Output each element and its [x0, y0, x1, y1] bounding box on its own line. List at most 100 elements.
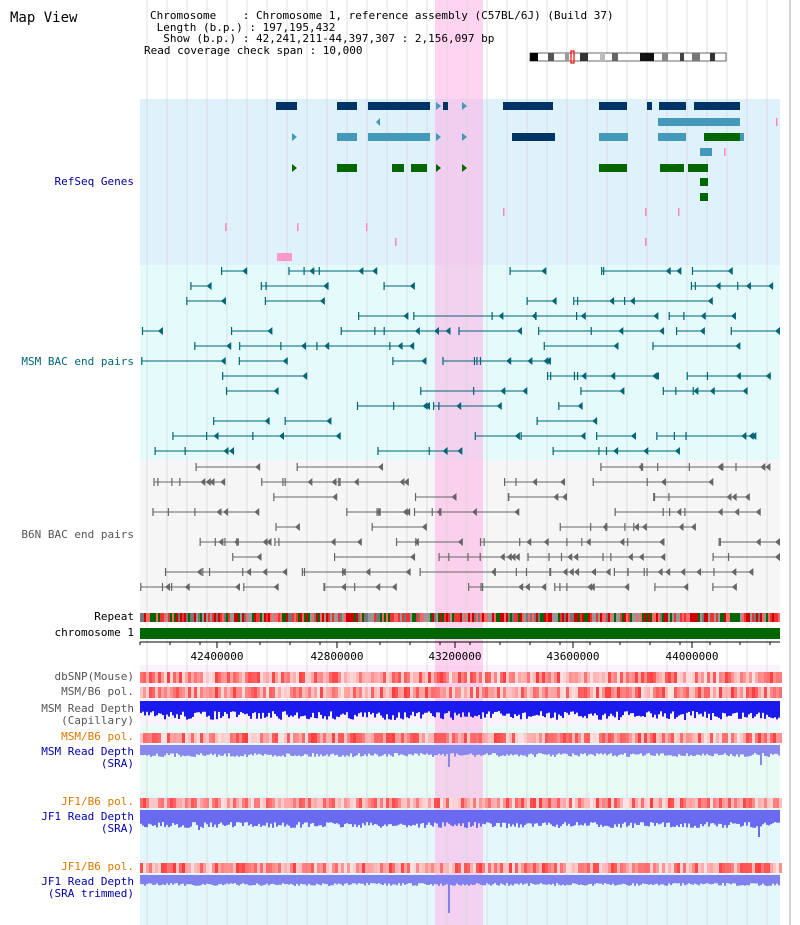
jf1-sra-depth: [652, 810, 654, 823]
msm-sra-depth: [196, 745, 198, 755]
jf1-pol2-strip: [428, 863, 431, 873]
msm-bac-end: [372, 267, 378, 275]
msm-sra-depth: [710, 745, 712, 756]
msm-pol2-strip: [275, 733, 278, 743]
jf1-pol-strip: [176, 798, 179, 808]
msm-capillary-depth: [496, 701, 498, 712]
jf1-sra-depth: [176, 810, 178, 825]
msm-bac-end: [206, 282, 212, 290]
msm-sra-depth: [640, 745, 642, 754]
msm-pol-strip: [167, 687, 170, 698]
jf1-pol-strip: [617, 798, 620, 808]
msm-pol2-strip: [671, 733, 674, 743]
jf1-sra-depth: [266, 810, 268, 823]
refseq-genes-label[interactable]: RefSeq Genes: [54, 175, 134, 188]
jf1-pol2-strip: [284, 863, 287, 873]
repeat-element: [394, 613, 396, 622]
jf1-trimmed-depth: [404, 875, 406, 885]
msm-sra-depth: [412, 745, 414, 756]
repeat-element: [336, 613, 338, 622]
msm-pol2-strip: [452, 733, 455, 743]
jf1-trimmed-depth: [228, 875, 230, 885]
jf1-trimmed-depth: [740, 875, 742, 886]
jf1-trimmed-depth: [564, 875, 566, 886]
msm-capillary-depth: [324, 701, 326, 717]
dbsnp-strip: [437, 672, 440, 683]
msm-capillary-depth: [534, 701, 536, 716]
b6n-bac-end: [638, 463, 644, 471]
dbsnp-strip: [347, 672, 350, 683]
jf1-sra-depth: [708, 810, 710, 827]
msm-pol-strip: [506, 687, 509, 698]
jf1-pol2-strip: [551, 863, 554, 873]
jf1-pol-strip: [203, 798, 206, 808]
msm-sra-depth: [214, 745, 216, 754]
repeat-element: [756, 613, 758, 622]
jf1-pol-strip: [296, 798, 299, 808]
jf1-trimmed-depth: [702, 875, 704, 885]
msm-capillary-depth: [252, 701, 254, 714]
msm-pol2-strip: [185, 733, 188, 743]
msm-sra-depth: [436, 745, 438, 756]
jf1-sra-depth: [248, 810, 250, 826]
jf1-sra-depth: [564, 810, 566, 823]
msm-sra-depth: [142, 745, 144, 756]
b6n-bac-end-pairs-label[interactable]: B6N BAC end pairs: [21, 528, 134, 541]
msm-pol-strip: [509, 687, 512, 698]
msm-bac-end: [433, 327, 439, 335]
jf1-pol-strip: [434, 798, 437, 808]
b6n-bac-end: [543, 538, 549, 546]
msm-pol-strip: [353, 687, 356, 698]
jf1-pol-strip: [248, 798, 251, 808]
jf1-sra-depth: [712, 810, 714, 824]
msm-pol2-strip: [431, 733, 434, 743]
jf1-sra-depth: [526, 810, 528, 824]
dbsnp-strip: [722, 672, 725, 683]
msm-sra-depth: [144, 745, 146, 755]
refseq-gene-exon: [276, 102, 297, 110]
jf1-pol2-strip: [524, 863, 527, 873]
jf1-trimmed-depth: [160, 875, 162, 886]
msm-pol-strip: [713, 687, 716, 698]
jf1-pol-strip: [260, 798, 263, 808]
msm-capillary-depth: [484, 701, 486, 718]
jf1-sra-depth: [406, 810, 408, 828]
msm-bac-end-pairs-label[interactable]: MSM BAC end pairs: [21, 355, 134, 368]
jf1-trimmed-depth: [140, 875, 142, 884]
repeat-element: [318, 613, 320, 622]
msm-sra-depth: [332, 745, 334, 754]
jf1-pol2-strip: [191, 863, 194, 873]
jf1-pol-strip: [761, 798, 764, 808]
jf1-trimmed-depth: [628, 875, 630, 886]
msm-capillary-depth: [414, 701, 416, 717]
msm-capillary-depth: [376, 701, 378, 714]
repeat-element: [332, 613, 334, 622]
b6n-bac-end: [624, 583, 630, 591]
jf1-trimmed-depth: [370, 875, 372, 884]
repeat-element: [152, 613, 154, 622]
jf1-sra-depth: [450, 810, 452, 826]
jf1-pol2-strip: [746, 863, 749, 873]
jf1-sra-depth: [300, 810, 302, 828]
jf1-pol-strip: [698, 798, 701, 808]
repeat-element: [590, 613, 592, 622]
msm-pol2-strip: [701, 733, 704, 743]
jf1-trimmed-depth: [416, 875, 418, 886]
msm-bac-end: [676, 267, 682, 275]
repeat-element: [672, 613, 674, 622]
msm-sra-depth: [530, 745, 532, 754]
msm-pol-strip: [677, 687, 680, 698]
dbsnp-strip: [440, 672, 443, 683]
msm-pol-strip: [719, 687, 722, 698]
msm-bac-end: [745, 282, 751, 290]
jf1-sra-depth: [506, 810, 508, 828]
jf1-pol2-strip: [671, 863, 674, 873]
dbsnp-strip: [575, 672, 578, 683]
jf1-sra-depth: [524, 810, 526, 825]
jf1-sra-depth: [504, 810, 506, 823]
repeat-element: [208, 613, 210, 622]
jf1-trimmed-depth: [622, 875, 624, 884]
msm-capillary-depth: [214, 701, 216, 712]
msm-sra-depth: [194, 745, 196, 757]
